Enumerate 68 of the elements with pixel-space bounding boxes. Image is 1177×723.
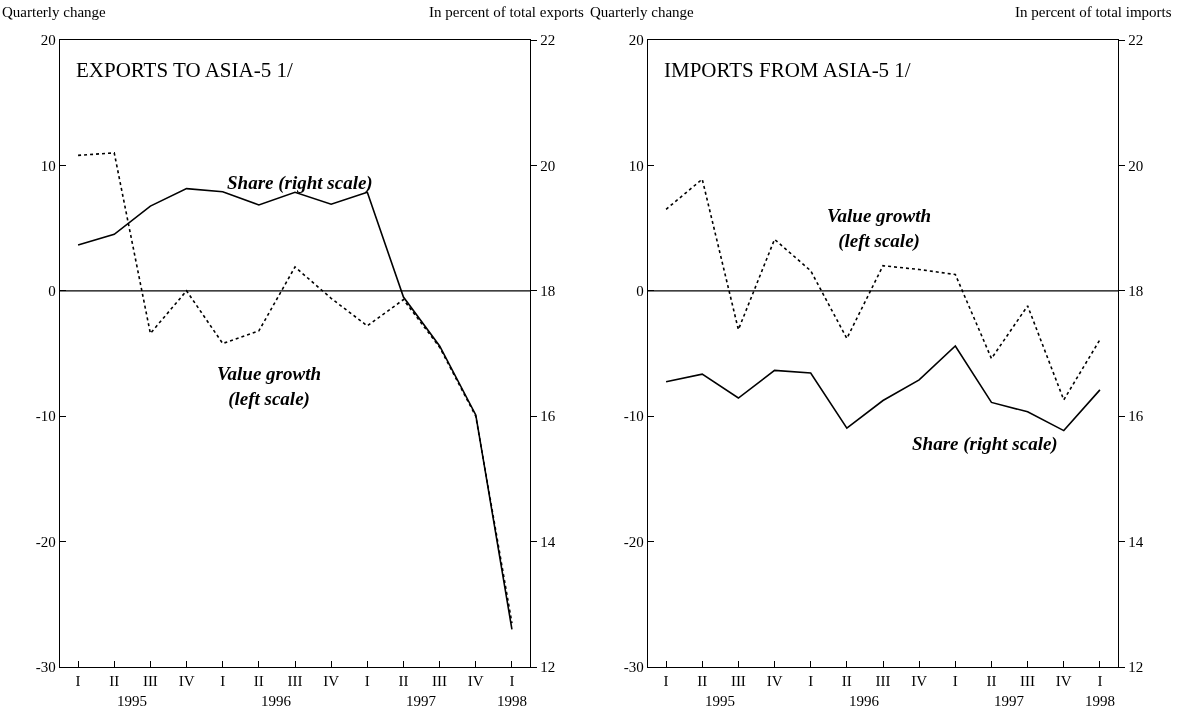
y2-tick-label: 22 [540,32,556,49]
y2-axis-title: In percent of total exports [429,4,585,20]
x-tick-label: IV [178,673,195,690]
text: 1997 [994,693,1025,709]
x-tick-label: IV [323,673,340,690]
x-tick-label: IV [911,673,928,690]
text: IMPORTS FROM ASIA-5 1/ [664,58,911,82]
text: 1998 [497,693,527,709]
x-tick-label: II [109,673,120,690]
annotation: Share (right scale) [912,433,1058,455]
x-tick-label: I [509,673,515,690]
y-tick-label: 10 [40,157,56,174]
x-tick-label: I [1097,673,1103,690]
x-tick-label: II [986,673,997,690]
x-tick-label: I [808,673,814,690]
y2-tick-label: 18 [540,283,556,300]
x-tick-label: III [1020,673,1036,690]
x-tick-label: IV [467,673,484,690]
text: 1995 [705,693,735,709]
x-tick-label: III [875,673,891,690]
x-tick-label: IV [766,673,783,690]
y2-tick-label: 20 [1128,157,1144,174]
annotation: Share (right scale) [227,172,373,194]
y2-tick-label: 12 [540,659,556,676]
y-tick-label: -20 [35,533,56,550]
x-tick-label: I [364,673,370,690]
x-tick-label: II [398,673,409,690]
text: EXPORTS TO ASIA-5 1/ [76,58,293,82]
y-tick-label: -30 [623,659,644,676]
text: 1996 [261,693,292,709]
x-tick-label: II [697,673,708,690]
y2-tick-label: 16 [540,408,556,425]
y-axis-title: Quarterly change [590,4,695,20]
x-tick-label: III [287,673,303,690]
text: 1996 [849,693,880,709]
y-tick-label: 20 [628,32,644,49]
annotation: Value growth (left scale) [217,363,322,410]
text: 1995 [117,693,147,709]
x-tick-label: III [432,673,448,690]
y-tick-label: 20 [40,32,56,49]
x-tick-label: II [253,673,264,690]
x-tick-label: I [75,673,81,690]
x-tick-label: I [952,673,958,690]
annotation: Value growth (left scale) [827,205,932,252]
y-tick-label: -20 [623,533,644,550]
y2-axis-title: In percent of total imports [1015,4,1172,20]
text: 1998 [1085,693,1115,709]
x-tick-label: III [730,673,746,690]
text: 1997 [406,693,437,709]
y-tick-label: -10 [35,408,56,425]
y2-tick-label: 16 [1128,408,1144,425]
y2-tick-label: 12 [1128,659,1144,676]
y2-tick-label: 14 [1128,533,1144,550]
y-tick-label: -30 [35,659,56,676]
x-tick-label: I [663,673,669,690]
y2-tick-label: 20 [540,157,556,174]
x-tick-label: IV [1055,673,1072,690]
y-tick-label: 10 [628,157,644,174]
x-tick-label: III [142,673,158,690]
y-axis-title: Quarterly change [2,4,107,20]
y-tick-label: 0 [48,283,56,300]
y2-tick-label: 22 [1128,32,1144,49]
y-tick-label: -10 [623,408,644,425]
y2-tick-label: 14 [540,533,556,550]
x-tick-label: I [220,673,226,690]
x-tick-label: II [841,673,852,690]
y-tick-label: 0 [636,283,644,300]
y2-tick-label: 18 [1128,283,1144,300]
